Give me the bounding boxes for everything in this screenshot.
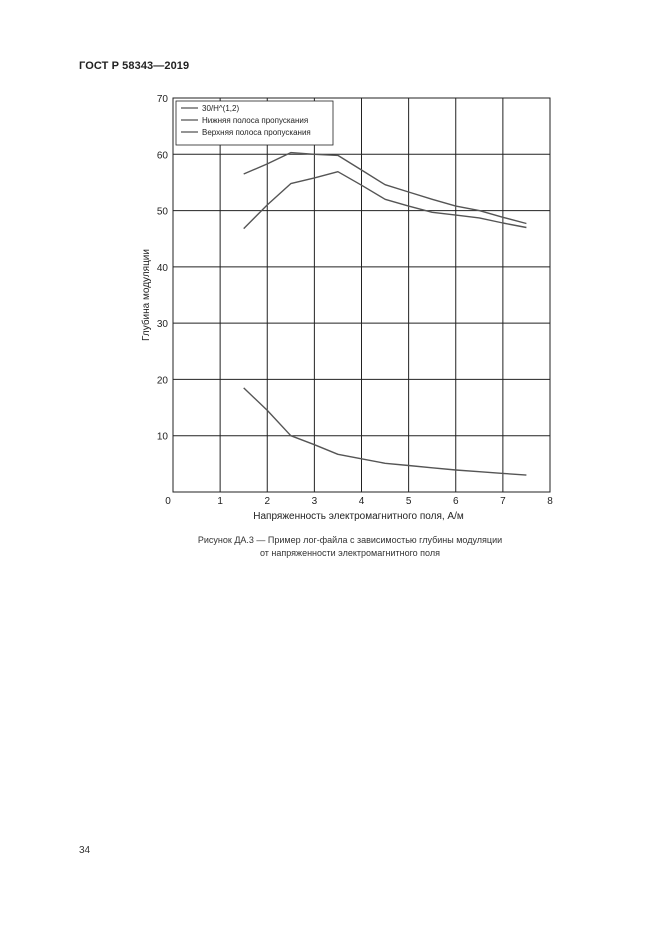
y-tick-label: 50 bbox=[157, 207, 169, 218]
y-tick-label: 40 bbox=[157, 263, 169, 274]
caption-line-1: Рисунок ДА.3 — Пример лог-файла с зависи… bbox=[197, 535, 503, 545]
y-tick-label: 10 bbox=[157, 432, 169, 443]
y-tick-label: 70 bbox=[157, 94, 169, 105]
grid bbox=[173, 98, 550, 492]
series-line-3 bbox=[243, 151, 527, 225]
tick-labels: 0 1 2 3 4 5 6 7 8 10 20 30 40 50 60 70 bbox=[157, 94, 553, 507]
x-tick-label: 4 bbox=[359, 496, 365, 507]
x-tick-label: 0 bbox=[165, 496, 171, 507]
legend-entry: Верхняя полоса пропускания bbox=[202, 128, 311, 137]
figure-caption: Рисунок ДА.3 — Пример лог-файла с зависи… bbox=[150, 534, 550, 559]
x-tick-label: 8 bbox=[547, 496, 553, 507]
x-tick-label: 6 bbox=[453, 496, 459, 507]
x-tick-label: 7 bbox=[500, 496, 506, 507]
x-tick-label: 3 bbox=[312, 496, 318, 507]
series-lines bbox=[243, 151, 527, 476]
x-axis-label: Напряженность электромагнитного поля, А/… bbox=[253, 511, 464, 522]
plot-frame bbox=[172, 97, 551, 493]
caption-line-2: от напряженности электромагнитного поля bbox=[260, 547, 440, 558]
y-tick-label: 20 bbox=[157, 375, 169, 386]
series-line-2 bbox=[243, 170, 527, 230]
series-line-1 bbox=[243, 387, 527, 476]
legend: 30/H^(1,2) Нижняя полоса пропускания Верхн… bbox=[175, 100, 334, 146]
legend-entry: Нижняя полоса пропускания bbox=[202, 116, 308, 125]
legend-box bbox=[175, 100, 334, 146]
x-tick-label: 2 bbox=[264, 496, 270, 507]
y-axis-label: Глубина модуляции bbox=[140, 249, 152, 341]
x-tick-label: 1 bbox=[217, 496, 223, 507]
page-number: 34 bbox=[79, 845, 91, 856]
legend-entry: 30/H^(1,2) bbox=[202, 104, 239, 113]
document-header: ГОСТ Р 58343—2019 bbox=[79, 60, 190, 72]
y-tick-label: 60 bbox=[157, 150, 169, 161]
x-tick-label: 5 bbox=[406, 496, 412, 507]
y-tick-label: 30 bbox=[157, 319, 169, 330]
